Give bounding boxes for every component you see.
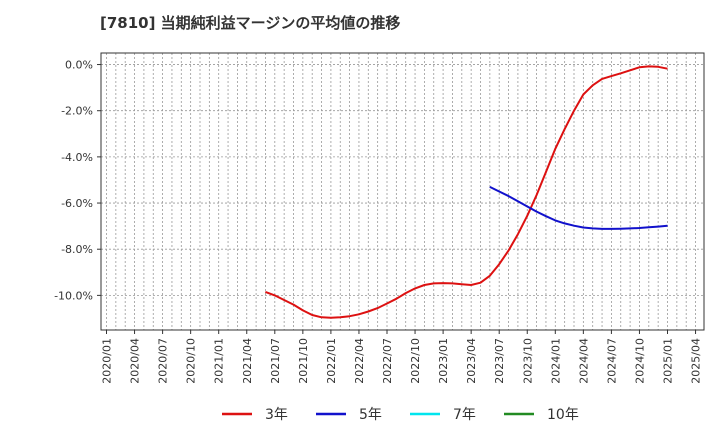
legend: 3年 5年 7年 10年 — [222, 407, 579, 423]
x-tick-label: 2022/01 — [325, 338, 338, 384]
series-line-0 — [265, 65, 668, 319]
x-tick-label: 2025/01 — [662, 338, 675, 384]
x-tick-label: 2021/01 — [213, 338, 226, 384]
plot-frame — [100, 52, 705, 331]
x-tick-label: 2023/01 — [437, 338, 450, 384]
x-tick-label: 2022/07 — [381, 338, 394, 384]
x-tick-label: 2020/10 — [185, 338, 198, 384]
x-tick-label: 2024/04 — [577, 338, 590, 384]
y-tick-label: -10.0% — [54, 289, 93, 302]
plot-area — [101, 53, 704, 330]
chart-title: [7810] 当期純利益マージンの平均値の推移 — [100, 14, 401, 32]
legend-label: 3年 — [265, 407, 288, 423]
x-tick-label: 2022/04 — [353, 338, 366, 384]
y-tick-label: -2.0% — [61, 105, 93, 118]
x-tick-label: 2020/01 — [101, 338, 114, 384]
y-tick-label: -4.0% — [61, 151, 93, 164]
x-tick-label: 2024/01 — [549, 338, 562, 384]
y-axis-ticks: 0.0% -2.0% -4.0% -6.0% -8.0% -10.0% — [54, 59, 101, 302]
series-line-1 — [489, 186, 668, 230]
x-tick-label: 2023/10 — [521, 338, 534, 384]
x-tick-label: 2024/10 — [633, 338, 646, 384]
series-lines — [265, 65, 668, 319]
x-tick-label: 2021/10 — [297, 338, 310, 384]
x-tick-label: 2021/04 — [241, 338, 254, 384]
x-tick-label: 2023/07 — [493, 338, 506, 384]
y-tick-label: -8.0% — [61, 243, 93, 256]
x-tick-label: 2024/07 — [605, 338, 618, 384]
y-tick-label: 0.0% — [65, 59, 93, 72]
x-tick-label: 2020/04 — [129, 338, 142, 384]
x-axis-ticks: 2020/01 2020/04 2020/07 2020/10 2021/01 2021/… — [101, 330, 703, 384]
legend-label: 5年 — [359, 407, 382, 423]
x-tick-label: 2022/10 — [409, 338, 422, 384]
x-tick-label: 2023/04 — [465, 338, 478, 384]
x-tick-label: 2020/07 — [157, 338, 170, 384]
x-tick-label: 2021/07 — [269, 338, 282, 384]
x-tick-label: 2025/04 — [690, 338, 703, 384]
legend-label: 7年 — [453, 407, 476, 423]
y-tick-label: -6.0% — [61, 197, 93, 210]
legend-label: 10年 — [547, 407, 579, 423]
